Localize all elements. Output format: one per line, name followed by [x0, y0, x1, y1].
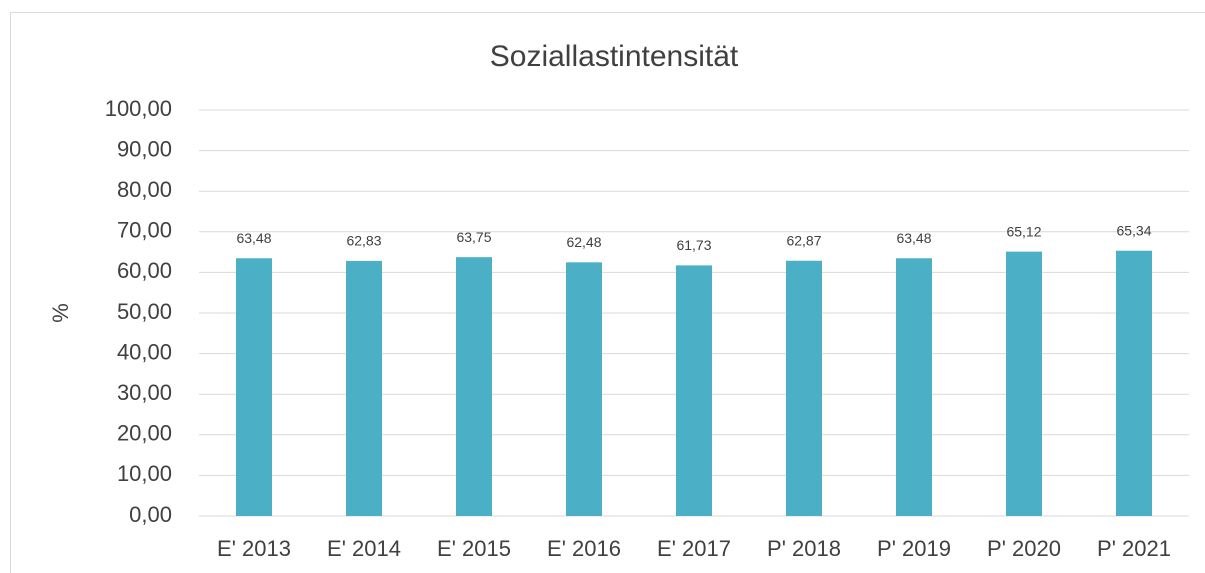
value-label: 61,73: [676, 237, 711, 253]
x-tick-label: E' 2017: [657, 536, 731, 561]
bar: [456, 257, 492, 516]
y-tick-label: 70,00: [117, 218, 172, 243]
bar: [676, 265, 712, 516]
x-tick-label: E' 2014: [327, 536, 401, 561]
y-tick-label: 50,00: [117, 299, 172, 324]
bar: [346, 260, 382, 516]
y-tick-label: 30,00: [117, 380, 172, 405]
value-label: 65,12: [1006, 223, 1041, 239]
y-tick-label: 100,00: [105, 96, 172, 121]
y-axis-label: %: [48, 303, 73, 323]
bar: [236, 258, 272, 516]
x-tick-label: P' 2019: [877, 536, 951, 561]
y-tick-label: 60,00: [117, 258, 172, 283]
y-tick-label: 80,00: [117, 177, 172, 202]
bar: [786, 260, 822, 516]
value-label: 62,83: [346, 233, 381, 249]
value-label: 63,48: [896, 230, 931, 246]
value-label: 62,48: [566, 234, 601, 250]
x-tick-label: E' 2013: [217, 536, 291, 561]
y-tick-label: 40,00: [117, 339, 172, 364]
value-label: 62,87: [786, 232, 821, 248]
y-tick-label: 0,00: [129, 502, 172, 527]
bar: [896, 258, 932, 516]
x-tick-label: P' 2021: [1097, 536, 1171, 561]
y-tick-label: 10,00: [117, 461, 172, 486]
chart-frame: [10, 12, 1205, 573]
chart-title: Soziallastintensität: [490, 40, 739, 73]
bar: [1116, 250, 1152, 516]
x-tick-label: P' 2018: [767, 536, 841, 561]
value-label: 63,75: [456, 229, 491, 245]
bar: [566, 262, 602, 516]
x-tick-label: E' 2016: [547, 536, 621, 561]
x-tick-label: E' 2015: [437, 536, 511, 561]
x-tick-label: P' 2020: [987, 536, 1061, 561]
bar: [1006, 251, 1042, 516]
y-tick-label: 90,00: [117, 136, 172, 161]
y-tick-label: 20,00: [117, 421, 172, 446]
value-label: 65,34: [1116, 222, 1151, 238]
value-label: 63,48: [236, 230, 271, 246]
